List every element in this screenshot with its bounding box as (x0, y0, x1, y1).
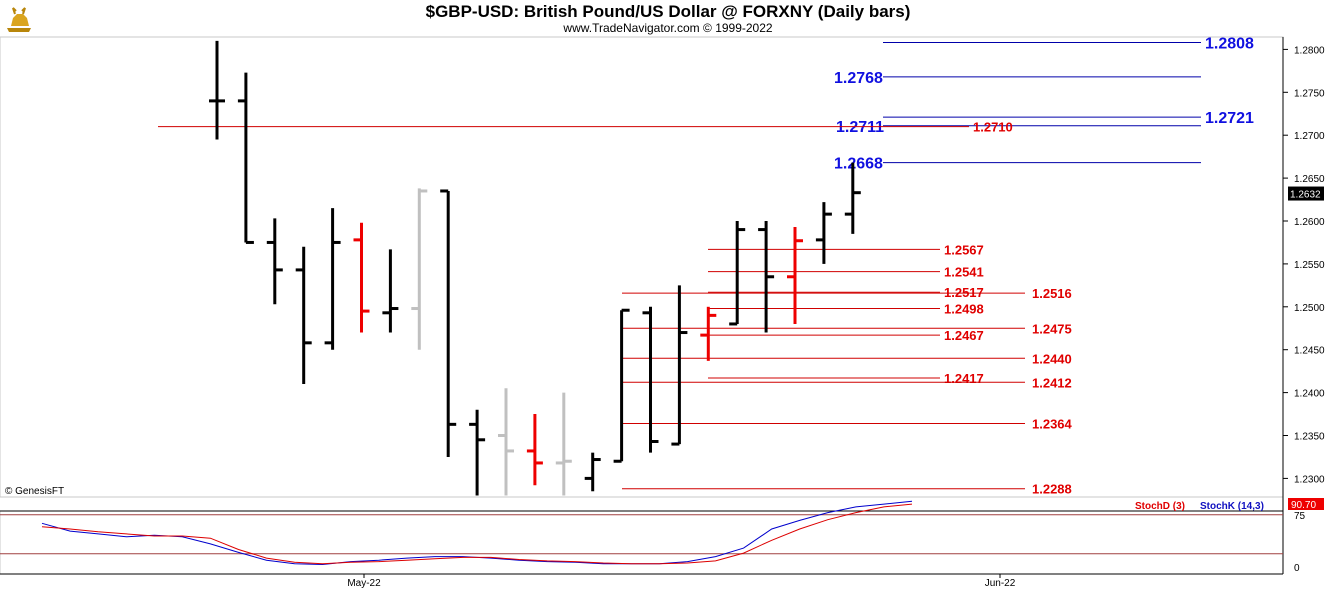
ohlc-bar (237, 72, 254, 244)
ohlc-bar (411, 188, 428, 350)
red-level-label: 1.2475 (1032, 321, 1072, 336)
blue-level-label: 1.2808 (1205, 36, 1254, 53)
stoch-k-label: StochK (14,3) (1200, 501, 1264, 512)
red-level-label: 1.2498 (944, 302, 984, 317)
ohlc-bar (787, 227, 803, 324)
ohlc-bar (555, 392, 572, 496)
price-tick-label: 1.2700 (1294, 131, 1325, 142)
ohlc-bar (758, 221, 775, 333)
ohlc-bar (324, 208, 341, 350)
price-axis-bg (1284, 37, 1336, 497)
price-tick-label: 1.2450 (1294, 346, 1325, 357)
ohlc-bar (844, 162, 861, 234)
price-axis: 1.2300 1.2350 1.2400 1.2450 1.2500 1.2550 1.26… (1283, 37, 1336, 497)
ohlc-bar (526, 414, 543, 486)
stoch-last-label: 90.70 (1291, 500, 1316, 511)
chart-subtitle: www.TradeNavigator.com © 1999-2022 (563, 21, 773, 35)
price-plot-area (0, 36, 1284, 498)
price-tick-label: 1.2300 (1294, 474, 1325, 485)
date-axis: May-22 Jun-22 (0, 573, 1336, 591)
copyright-label: © GenesisFT (5, 486, 64, 497)
ohlc-bar (729, 221, 746, 326)
golden-bull-logo-icon (3, 2, 35, 34)
chart-title: $GBP-USD: British Pound/US Dollar @ FORX… (425, 2, 911, 21)
price-tick-label: 1.2400 (1294, 389, 1325, 400)
price-tick-label: 1.2750 (1294, 88, 1325, 99)
red-level-label: 1.2440 (1032, 351, 1072, 366)
stoch-d-label: StochD (3) (1135, 501, 1185, 512)
price-tick-label: 1.2350 (1294, 432, 1325, 443)
price-tick-label: 1.2550 (1294, 260, 1325, 271)
price-tick-label: 1.2800 (1294, 45, 1325, 56)
blue-level-label: 1.2768 (834, 70, 883, 87)
red-level-label: 1.2412 (1032, 375, 1072, 390)
price-tick-label: 1.2650 (1294, 174, 1325, 185)
last-price-label: 1.2632 (1290, 190, 1321, 201)
ohlc-bar (584, 452, 601, 492)
blue-level-label: 1.2721 (1205, 110, 1254, 127)
blue-level-label: 1.2711 (836, 119, 884, 136)
red-level-label: 1.2541 (944, 265, 984, 280)
chart-header: $GBP-USD: British Pound/US Dollar @ FORX… (0, 0, 1336, 37)
ohlc-bar (700, 306, 717, 361)
ohlc-bar (642, 306, 659, 453)
ohlc-bar (469, 409, 486, 496)
stoch-d-line (41, 503, 913, 565)
date-tick-label: May-22 (347, 578, 381, 589)
ohlc-bar (613, 308, 630, 463)
ohlc-bar (671, 285, 688, 446)
stochastic-plot-area (0, 510, 1284, 575)
ohlc-bar (440, 189, 457, 457)
ohlc-bar (209, 40, 225, 140)
price-tick-label: 1.2500 (1294, 303, 1325, 314)
red-level-label: 1.2710 (973, 120, 1013, 135)
date-tick-label: Jun-22 (985, 578, 1016, 589)
price-tick-label: 1.2600 (1294, 217, 1325, 228)
date-axis-bg (0, 574, 1336, 591)
stoch-tick-label: 0 (1294, 563, 1300, 574)
red-level-label: 1.2516 (1032, 286, 1072, 301)
red-level-label: 1.2467 (944, 328, 984, 343)
price-levels: 1.2808 1.2768 1.2721 1.2711 1.2668 1.2710 1.25… (158, 36, 1254, 497)
stoch-last-box (1288, 498, 1324, 510)
ohlc-bar (266, 218, 283, 305)
blue-level-label: 1.2668 (834, 156, 883, 173)
ohlc-bars (209, 40, 861, 496)
ohlc-bar (815, 202, 832, 264)
ohlc-bar (382, 249, 399, 333)
ohlc-bar (353, 222, 370, 333)
last-price-box (1288, 186, 1324, 201)
red-level-label: 1.2364 (1032, 416, 1073, 431)
red-level-label: 1.2417 (944, 371, 984, 386)
stoch-tick-label: 75 (1294, 511, 1306, 522)
ohlc-bar (295, 246, 312, 385)
red-level-label: 1.2567 (944, 242, 984, 257)
ohlc-bar (498, 388, 514, 496)
red-level-label: 1.2288 (1032, 482, 1072, 497)
